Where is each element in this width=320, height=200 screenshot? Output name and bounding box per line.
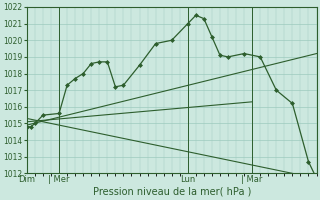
X-axis label: Pression niveau de la mer( hPa ): Pression niveau de la mer( hPa ) — [92, 187, 251, 197]
